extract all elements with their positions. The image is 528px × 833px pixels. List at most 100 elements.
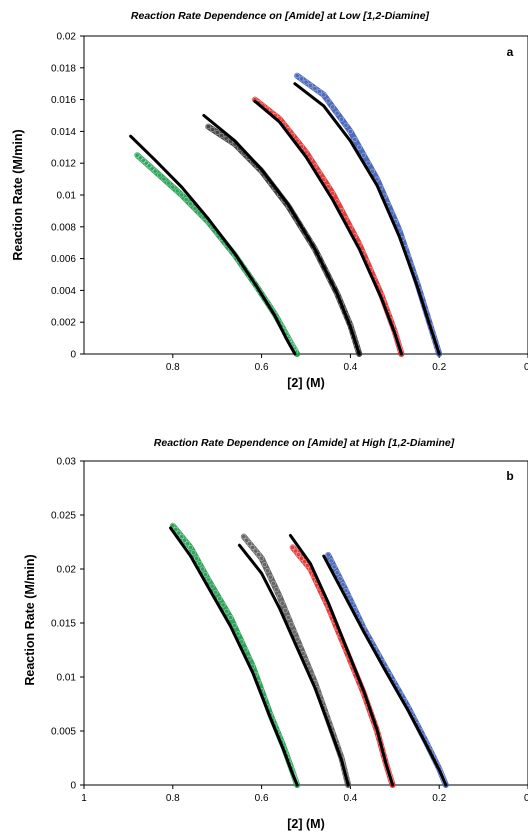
chart-a-data-point [325,98,331,104]
chart-a-x-label: [2] (M) [287,376,325,390]
chart-a-series-3-line [202,114,361,356]
chart-b-data-point [299,555,305,561]
chart-a-data-point [188,201,194,207]
chart-b-data-point [282,607,288,613]
chart-a-y-label: Reaction Rate (M/min) [11,129,25,260]
chart-a-y-tick-label: 0.018 [51,63,76,74]
chart-a-data-point [334,110,340,116]
chart-a-y-tick-label: 0.004 [51,286,76,297]
chart-b: Reaction Rate Dependence on [Amide] at H… [23,437,528,831]
chart-b-data-point [244,537,250,543]
chart-b-data-point [288,622,294,628]
chart-a-panel-label: a [507,45,514,59]
chart-b-series-0 [169,522,301,788]
chart-a-data-point [134,152,140,158]
chart-a-data-point [152,168,158,174]
chart-b-series-7-line [322,554,448,787]
chart-b-data-point [176,530,182,536]
chart-a-y-tick-label: 0.012 [51,159,76,170]
chart-a-series [129,72,443,357]
chart-a-data-point [356,144,362,150]
chart-a-data-point [307,82,313,88]
chart-b-x-tick-label: 0 [524,793,528,804]
chart-b-data-point [182,537,188,543]
chart-b-data-point [279,600,285,606]
chart-a-series-6 [294,72,443,357]
chart-a-title: Reaction Rate Dependence on [Amide] at L… [131,10,430,22]
chart-b-data-point [325,552,331,558]
chart-b-data-point [270,580,276,586]
chart-a-data-point [316,89,322,95]
chart-a-data-point [365,160,371,166]
chart-a-data-point [161,176,167,182]
chart-a-x-tick-label: 0.6 [255,362,269,373]
chart-a-y-tick-label: 0.008 [51,222,76,233]
chart-b-data-point [231,623,237,629]
chart-b-data-point [213,589,219,595]
chart-b-x-label: [2] (M) [287,817,325,831]
chart-b-data-point [170,523,176,529]
chart-a-data-point [303,79,309,85]
chart-b-data-point [290,544,296,550]
chart-b-data-point [262,561,268,567]
chart-a-data-point [165,180,171,186]
chart-b-data-point [173,526,179,532]
chart-a-series-6-band [294,72,443,357]
chart-b-data-point [293,548,299,554]
chart-b-data-point [340,582,346,588]
chart-a-data-point [183,197,189,203]
chart-b-data-point [253,548,259,554]
chart-a-series-2 [205,123,363,357]
chart-b-data-point [205,577,211,583]
chart-b-panel-label: b [506,469,513,483]
chart-a-data-point [330,104,336,110]
chart-b-x-tick-label: 0.4 [343,793,357,804]
chart-a-x-tick-label: 0.8 [166,362,180,373]
chart-b-y-tick-label: 0.005 [51,727,76,738]
chart-b-x-tick-label: 0.6 [255,793,269,804]
chart-a-data-point [205,124,211,130]
chart-b-data-point [216,596,222,602]
chart-a-data-point [370,168,376,174]
chart-b-data-point [185,541,191,547]
chart-b-plot-area [83,460,528,786]
chart-b-data-point [209,583,215,589]
chart-a-data-point [192,206,198,212]
chart-a-data-point [347,128,353,134]
chart-b-data-point [259,555,265,561]
chart-b-data-point [193,555,199,561]
chart-a-y-tick-label: 0.02 [57,32,77,43]
chart-a-y-tick-label: 0.006 [51,254,76,265]
chart-a-data-point [312,85,318,91]
chart-a-data-point [149,166,155,172]
chart-a-data-point [343,122,349,128]
chart-b-data-point [191,550,197,556]
chart-a-series-2-band [205,123,363,357]
chart-b-data-point [267,574,273,580]
chart-a-data-point [143,160,149,166]
chart-b-data-point [179,534,185,540]
chart-b-data-point [228,615,234,621]
chart-b-data-point [276,593,282,599]
chart-b-series-5-line [288,534,395,787]
chart-a-data-point [352,136,358,142]
chart-a-series-1-line [129,134,297,356]
chart-b-data-point [199,566,205,572]
chart-a-y-tick-label: 0.002 [51,318,76,329]
chart-b-data-point [334,570,340,576]
chart-b-y-tick-label: 0.02 [57,565,77,576]
chart-b-data-point [256,552,262,558]
chart-a-data-point [223,135,229,141]
chart-b-y-tick-label: 0 [70,781,76,792]
chart-b-data-point [241,534,247,540]
chart-b-data-point [202,571,208,577]
chart-a-y-tick-label: 0.014 [51,127,76,138]
chart-a-data-point [321,92,327,98]
chart-a: Reaction Rate Dependence on [Amide] at L… [11,10,528,390]
chart-a-y-tick-label: 0.016 [51,95,76,106]
chart-b-title: Reaction Rate Dependence on [Amide] at H… [154,437,455,449]
chart-b-data-point [331,564,337,570]
chart-a-data-point [299,76,305,82]
chart-b-y-tick-label: 0.01 [57,673,77,684]
